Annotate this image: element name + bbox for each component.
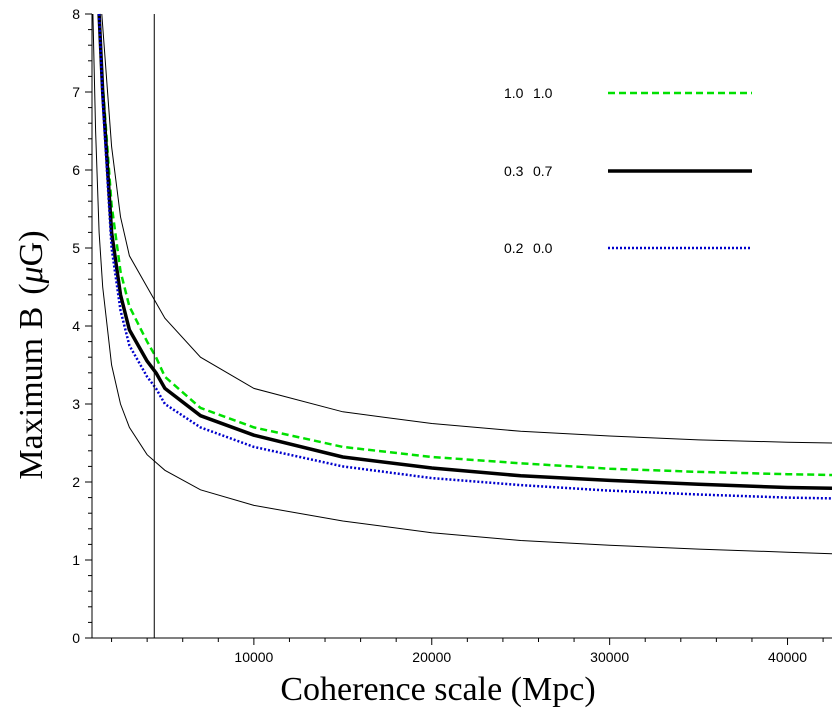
series-line (97, 13, 832, 490)
x-tick-label: 10000 (234, 649, 273, 665)
y-axis-title-close-paren: ) (13, 230, 50, 241)
bound-curves (92, 13, 832, 555)
y-tick-label: 8 (72, 6, 80, 22)
axes (91, 14, 832, 639)
y-tick-label: 0 (72, 630, 80, 646)
y-tick-label: 3 (72, 396, 80, 412)
y-tick-label: 4 (72, 318, 80, 334)
legend: 1.0 1.0 0.3 0.7 0.2 0.0 (504, 85, 752, 256)
y-ticks: 0 1 2 3 4 5 6 7 8 (72, 6, 92, 646)
legend-label-a: 1.0 (504, 85, 524, 101)
series-lines (97, 13, 832, 500)
bound-curve (92, 13, 832, 555)
y-tick-label: 7 (72, 84, 80, 100)
legend-label-b: 0.7 (533, 163, 553, 179)
y-tick-label: 5 (72, 240, 80, 256)
legend-label-a: 0.3 (504, 163, 524, 179)
y-tick-label: 1 (72, 552, 80, 568)
x-tick-label: 30000 (590, 649, 629, 665)
y-axis-title-unit: G (13, 242, 50, 267)
x-tick-label: 40000 (768, 649, 807, 665)
bound-curve (101, 13, 832, 444)
y-tick-label: 6 (72, 162, 80, 178)
legend-label-b: 1.0 (533, 85, 553, 101)
legend-label-a: 0.2 (504, 240, 524, 256)
series-line (97, 13, 832, 477)
y-axis-title: Maximum B (μG) (13, 230, 50, 479)
y-axis-title-open-paren: ( (13, 283, 50, 294)
series-line (97, 13, 832, 500)
x-ticks: 10000 20000 30000 40000 (111, 638, 824, 665)
y-axis-title-main: Maximum B (13, 307, 50, 480)
y-axis-title-mu: μ (13, 266, 50, 284)
legend-label-b: 0.0 (533, 240, 553, 256)
x-tick-label: 20000 (412, 649, 451, 665)
x-axis-title: Coherence scale (Mpc) (280, 671, 595, 708)
y-tick-label: 2 (72, 474, 80, 490)
